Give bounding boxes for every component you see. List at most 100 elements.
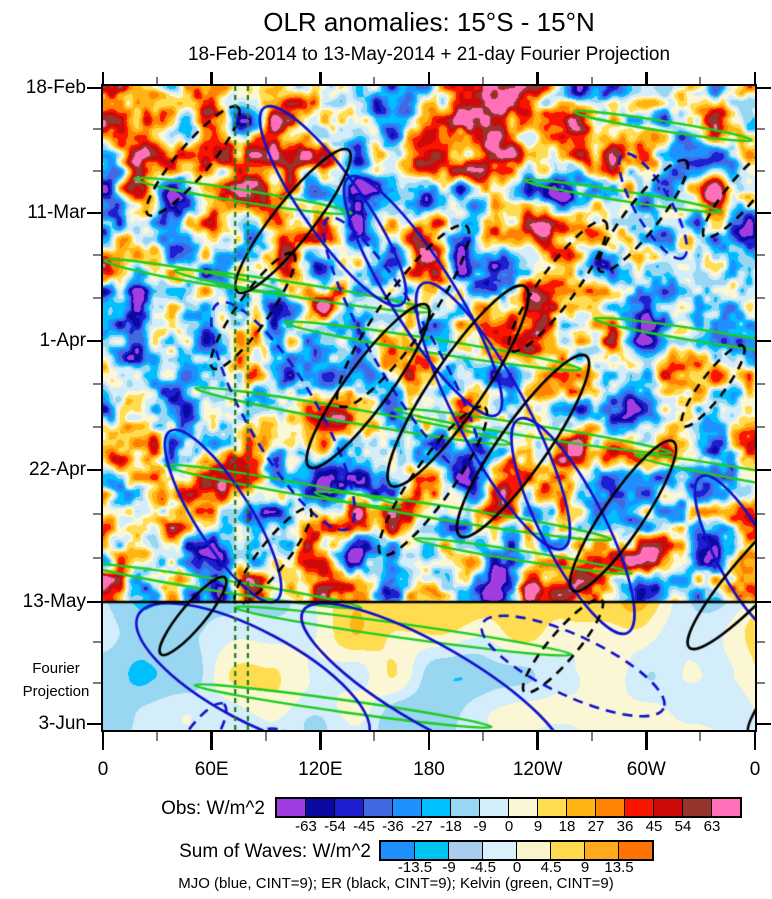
contour-legend-caption: MJO (blue, CINT=9); ER (black, CINT=9); … xyxy=(178,875,614,892)
y-axis-minor-tick xyxy=(93,512,101,515)
page-title: OLR anomalies: 15°S - 15°N xyxy=(263,7,595,37)
y-axis-major-tick xyxy=(87,86,101,90)
x-axis-major-tick xyxy=(753,732,757,750)
x-axis-tick-label: 120W xyxy=(512,759,563,780)
colorbar-tick-label: 13.5 xyxy=(604,859,634,876)
colorbar-cell xyxy=(334,799,363,816)
y-axis-minor-tick xyxy=(757,128,765,131)
anomaly-field-canvas xyxy=(103,86,755,730)
x-axis-minor-tick xyxy=(156,732,159,741)
x-axis-major-tick xyxy=(753,72,757,84)
y-axis-minor-tick xyxy=(93,556,101,559)
x-axis-major-tick xyxy=(536,732,539,750)
y-axis-minor-tick xyxy=(757,556,765,559)
x-axis-major-tick xyxy=(210,72,213,84)
y-axis-minor-tick xyxy=(757,297,765,300)
y-axis-minor-tick xyxy=(93,382,101,385)
y-axis-major-tick xyxy=(87,722,101,726)
colorbar-tick-label: -9 xyxy=(442,859,456,876)
sum-of-waves-colorbar-label: Sum of Waves: W/m^2 xyxy=(179,841,371,862)
colorbar-tick-label: 63 xyxy=(703,818,721,835)
colorbar-tick-label: -9 xyxy=(473,818,487,835)
colorbar-tick-label: -36 xyxy=(382,818,404,835)
x-axis-minor-tick xyxy=(590,732,593,741)
y-axis-minor-tick xyxy=(757,170,765,173)
colorbar-cell xyxy=(618,842,652,859)
y-axis-minor-tick xyxy=(93,170,101,173)
colorbar-cell xyxy=(363,799,392,816)
colorbar-tick-label: 54 xyxy=(674,818,692,835)
y-axis-tick-label: 13-May xyxy=(22,591,86,612)
colorbar-cell xyxy=(479,799,508,816)
x-axis-minor-tick xyxy=(373,77,376,84)
y-axis-minor-tick xyxy=(93,682,101,685)
x-axis-minor-tick xyxy=(264,77,267,84)
colorbar-cell xyxy=(653,799,682,816)
colorbar-tick-label: -45 xyxy=(353,818,375,835)
plot-area xyxy=(101,84,757,732)
y-axis-tick-label: 18-Feb xyxy=(25,77,86,98)
y-axis-tick-label: 11-Mar xyxy=(27,202,86,223)
colorbar-cell xyxy=(537,799,566,816)
colorbar-cell xyxy=(381,842,414,859)
y-axis-major-tick xyxy=(87,600,101,604)
colorbar-tick-label: -63 xyxy=(295,818,317,835)
y-axis-major-tick xyxy=(757,468,771,472)
y-axis-minor-tick xyxy=(93,641,101,644)
colorbar-cell xyxy=(566,799,595,816)
colorbar-cell xyxy=(305,799,334,816)
y-axis-minor-tick xyxy=(93,425,101,428)
x-axis-minor-tick xyxy=(590,77,593,84)
x-axis-major-tick xyxy=(536,72,539,84)
colorbar-cell xyxy=(516,842,550,859)
x-axis-major-tick xyxy=(427,72,431,84)
y-axis-major-tick xyxy=(757,722,771,726)
x-axis-minor-tick xyxy=(699,732,702,741)
colorbar-cell xyxy=(482,842,516,859)
colorbar-cell xyxy=(508,799,537,816)
x-axis-major-tick xyxy=(319,72,322,84)
colorbar-cell xyxy=(392,799,421,816)
x-axis-minor-tick xyxy=(482,77,485,84)
colorbar-tick-label: 18 xyxy=(558,818,576,835)
obs-colorbar-label: Obs: W/m^2 xyxy=(161,798,265,819)
y-axis-tick-label: 3-Jun xyxy=(38,713,86,734)
x-axis-minor-tick xyxy=(373,732,376,741)
y-axis-major-tick xyxy=(757,211,771,215)
colorbar-tick-label: 0 xyxy=(504,818,514,835)
colorbar-tick-label: 36 xyxy=(616,818,634,835)
colorbar-tick-label: 27 xyxy=(587,818,605,835)
x-axis-major-tick xyxy=(101,72,105,84)
y-axis-major-tick xyxy=(87,211,101,215)
colorbar-tick-label: -4.5 xyxy=(470,859,496,876)
colorbar-tick-label: 4.5 xyxy=(540,859,562,876)
colorbar-cell xyxy=(595,799,624,816)
x-axis-minor-tick xyxy=(156,77,159,84)
x-axis-minor-tick xyxy=(699,77,702,84)
y-axis-minor-tick xyxy=(93,128,101,131)
x-axis-tick-label: 0 xyxy=(97,759,109,780)
x-axis-tick-label: 180 xyxy=(413,759,445,780)
y-axis-minor-tick xyxy=(757,254,765,257)
x-axis-major-tick xyxy=(319,732,322,750)
x-axis-major-tick xyxy=(101,732,105,750)
sum-of-waves-colorbar xyxy=(379,840,654,861)
colorbar-cell xyxy=(682,799,711,816)
colorbar-tick-label: 0 xyxy=(512,859,522,876)
x-axis-tick-label: 60E xyxy=(194,759,229,780)
y-axis-major-tick xyxy=(757,600,771,604)
y-axis-minor-tick xyxy=(757,512,765,515)
colorbar-cell xyxy=(584,842,618,859)
y-axis-major-tick xyxy=(87,468,101,472)
y-axis-tick-label: 1-Apr xyxy=(39,330,86,351)
x-axis-major-tick xyxy=(645,732,648,750)
x-axis-tick-label: 60W xyxy=(626,759,666,780)
colorbar-tick-label: -18 xyxy=(440,818,462,835)
colorbar-tick-label: 45 xyxy=(645,818,663,835)
x-axis-major-tick xyxy=(210,732,213,750)
y-axis-tick-label: 22-Apr xyxy=(28,459,86,480)
y-axis-minor-tick xyxy=(757,682,765,685)
x-axis-major-tick xyxy=(427,732,431,750)
y-axis-major-tick xyxy=(757,339,771,343)
colorbar-cell xyxy=(711,799,740,816)
